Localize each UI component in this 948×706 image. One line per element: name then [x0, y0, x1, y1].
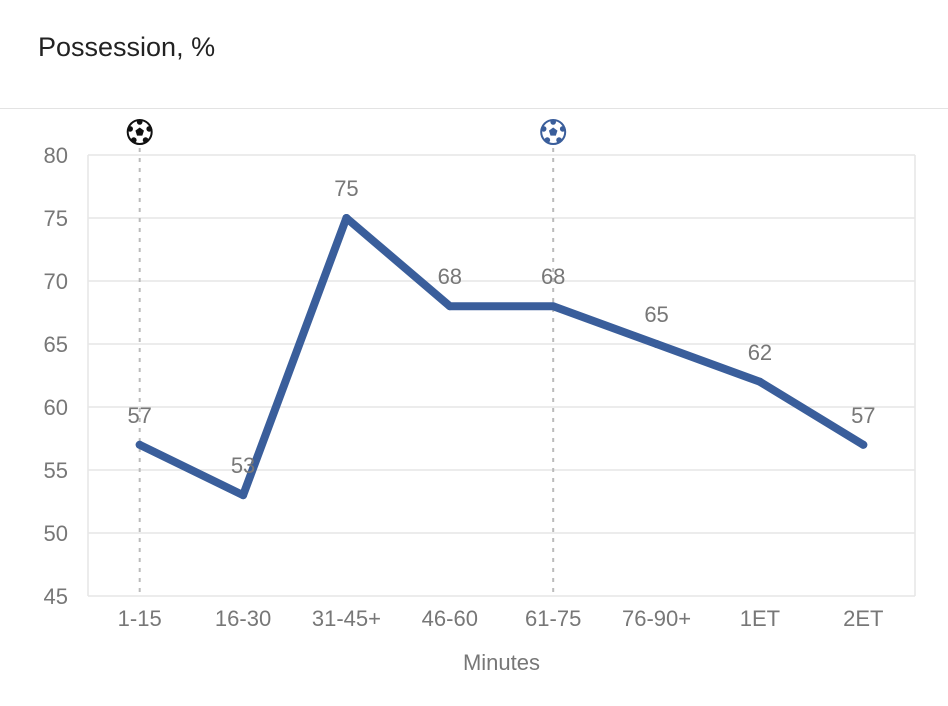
data-label: 65	[644, 302, 668, 327]
data-label: 57	[851, 403, 875, 428]
data-point	[652, 340, 661, 348]
x-axis-title: Minutes	[463, 650, 540, 675]
y-tick-label: 45	[44, 584, 68, 609]
soccer-ball-icon	[540, 119, 567, 145]
y-tick-label: 55	[44, 458, 68, 483]
chart-title: Possession, %	[38, 32, 216, 62]
data-point	[239, 491, 248, 500]
x-tick-label: 76-90+	[622, 606, 691, 631]
data-point	[135, 440, 144, 449]
x-tick-label: 46-60	[422, 606, 478, 631]
data-point	[342, 214, 351, 222]
x-tick-label: 16-30	[215, 606, 271, 631]
data-point	[445, 302, 454, 311]
data-label: 62	[748, 340, 772, 365]
y-tick-label: 50	[44, 521, 68, 546]
data-label: 57	[127, 403, 151, 428]
data-label: 53	[231, 453, 255, 478]
possession-series-line	[135, 214, 868, 500]
x-tick-label: 1ET	[740, 606, 780, 631]
y-tick-label: 65	[44, 332, 68, 357]
x-tick-label: 31-45+	[312, 606, 381, 631]
soccer-ball-icon	[126, 119, 153, 145]
data-point	[859, 440, 868, 449]
y-tick-label: 70	[44, 269, 68, 294]
x-tick-label: 61-75	[525, 606, 581, 631]
data-label: 75	[334, 176, 358, 201]
y-tick-label: 75	[44, 206, 68, 231]
data-label: 68	[438, 264, 462, 289]
x-tick-label: 2ET	[843, 606, 883, 631]
chart-header: Possession, %	[0, 0, 948, 109]
y-tick-label: 80	[44, 143, 68, 168]
data-point	[755, 377, 764, 386]
y-tick-label: 60	[44, 395, 68, 420]
data-point	[549, 302, 558, 311]
data-label: 68	[541, 264, 565, 289]
x-tick-label: 1-15	[118, 606, 162, 631]
